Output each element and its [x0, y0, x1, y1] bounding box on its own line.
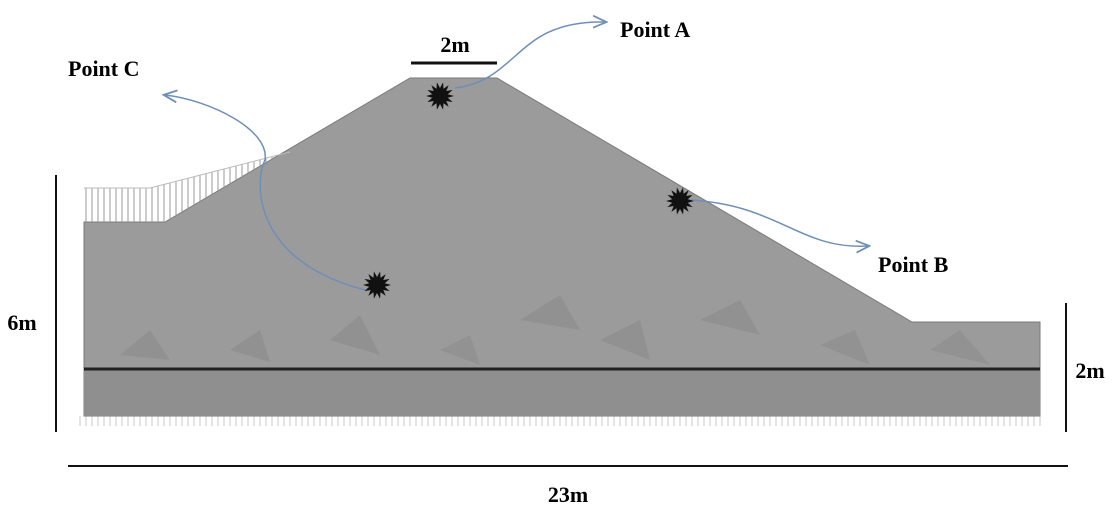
- point-c-marker-icon: [363, 271, 391, 299]
- point-a-marker-icon: [426, 82, 454, 110]
- top-width-label: 2m: [440, 32, 469, 57]
- point-c-label: Point C: [68, 56, 140, 81]
- slope-body: [83, 77, 1041, 417]
- mesh-bottom-ticks: [79, 416, 1041, 426]
- mesh-triangles: [120, 295, 990, 365]
- left-height-label: 6m: [7, 310, 36, 335]
- point-b-marker-icon: [666, 187, 694, 215]
- point-b-label: Point B: [878, 252, 949, 277]
- point-a-label: Point A: [620, 17, 690, 42]
- load-slope-line: [149, 151, 291, 189]
- point-a-arrow: [454, 22, 605, 89]
- base-width-label: 23m: [548, 482, 588, 507]
- surface-load-hatching: [85, 156, 273, 222]
- right-height-label: 2m: [1075, 358, 1104, 383]
- foundation-layer: [84, 370, 1040, 416]
- point-b-arrow: [689, 199, 868, 246]
- point-c-arrow: [165, 95, 366, 291]
